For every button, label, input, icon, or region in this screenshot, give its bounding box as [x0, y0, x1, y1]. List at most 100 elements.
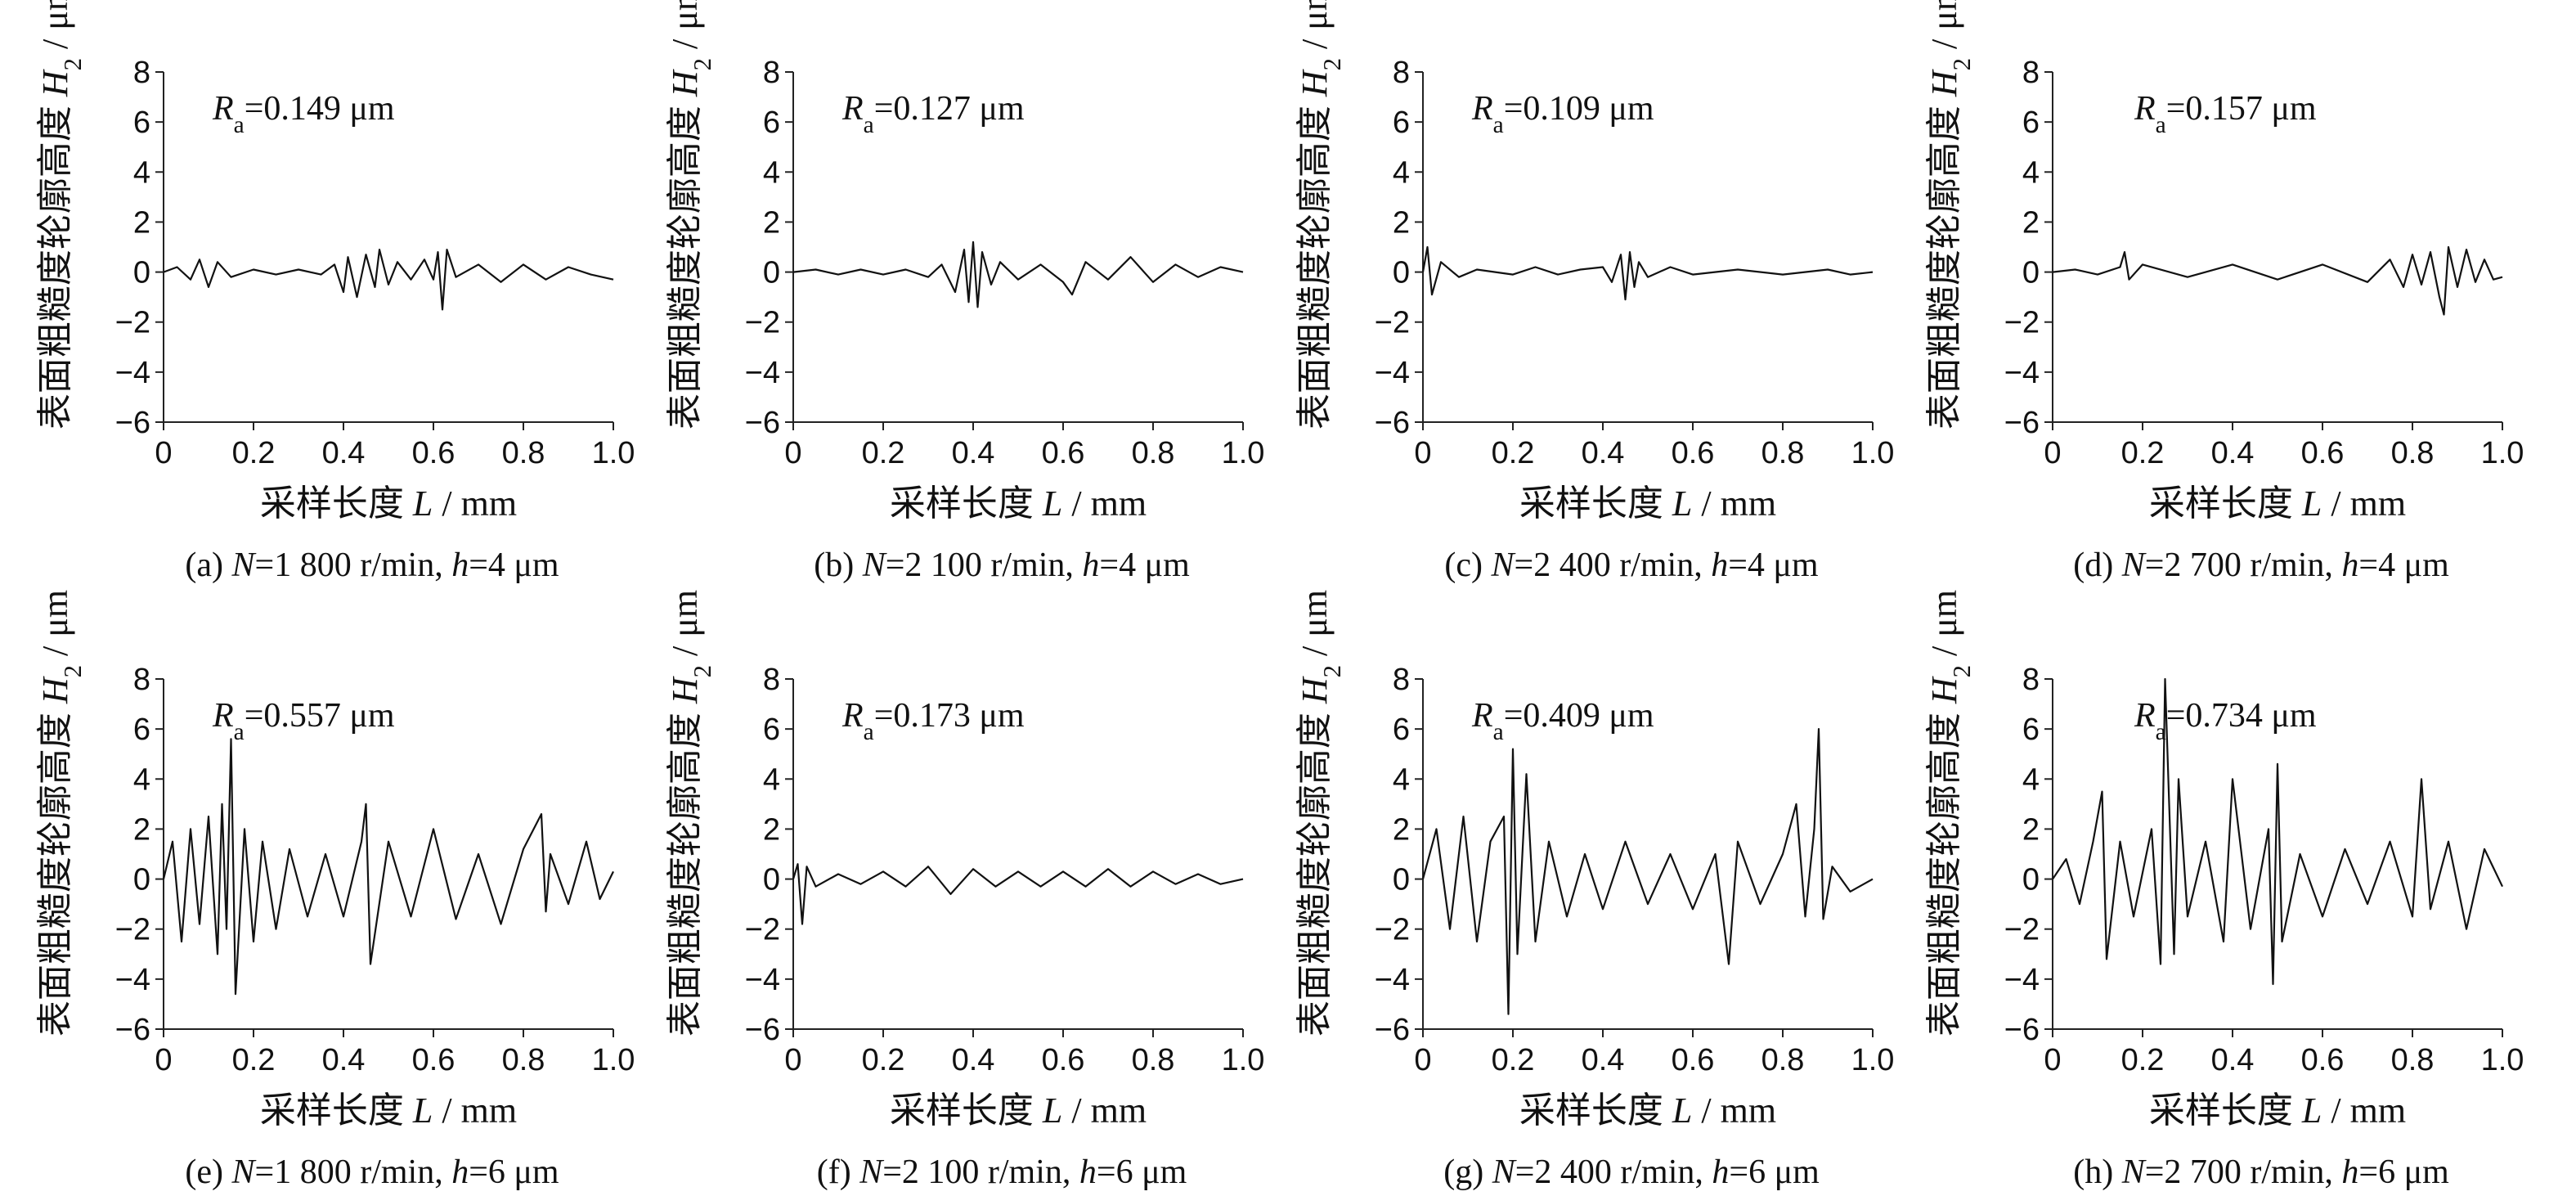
y-tick-label: 8	[1393, 56, 1410, 90]
profile-line	[163, 249, 614, 311]
panel-g: −6 −4 −2 0 2 4 6 8 0 0.2 0.4 0.6 0.8 1.0 Ra=0.409 μm 采样…	[1295, 590, 1894, 1191]
y-tick-label: 0	[763, 256, 780, 290]
y-tick-label: 0	[133, 863, 150, 897]
y-tick-label: 0	[2022, 863, 2040, 897]
panel-h: −6 −4 −2 0 2 4 6 8 0 0.2 0.4 0.6 0.8 1.0 Ra=0.734 μm 采样…	[1924, 590, 2524, 1191]
y-tick-label: 6	[133, 713, 150, 747]
y-tick-label: 0	[133, 256, 150, 290]
x-tick-label: 0.2	[2121, 436, 2165, 470]
y-tick-label: 4	[1393, 762, 1410, 797]
y-axis-label: 表面粗糙度轮廓高度 H2 / μm	[1924, 590, 1976, 1036]
x-tick-label: 1.0	[592, 1043, 635, 1077]
y-tick-label: 0	[763, 863, 780, 897]
x-tick-label: 0.2	[862, 1043, 905, 1077]
x-tick-label: 1.0	[2481, 436, 2524, 470]
y-tick-label: −4	[1375, 356, 1410, 390]
y-tick-label: 6	[763, 106, 780, 140]
profile-line	[792, 863, 1244, 925]
panel-d: −6 −4 −2 0 2 4 6 8 0 0.2 0.4 0.6 0.8 1.0 Ra=0.157 μm 采样…	[1924, 0, 2524, 584]
y-tick-label: 0	[1393, 863, 1410, 897]
profile-line	[792, 241, 1244, 308]
x-tick-label: 0.6	[1042, 436, 1085, 470]
x-tick-label: 0	[784, 1043, 801, 1077]
y-tick-label: −2	[115, 913, 150, 947]
y-tick-label: −2	[745, 913, 780, 947]
panel-caption: (c) N=2 400 r/min, h=4 μm	[1444, 546, 1819, 584]
x-tick-label: 0.2	[1492, 1043, 1535, 1077]
panel-c: −6 −4 −2 0 2 4 6 8 0 0.2 0.4 0.6 0.8 1.0 Ra=0.109 μm 采样…	[1295, 0, 1894, 584]
y-tick-label: 8	[2022, 663, 2040, 697]
y-tick-label: −4	[2004, 963, 2040, 997]
y-tick-label: −4	[745, 356, 780, 390]
x-tick-label: 0.6	[1672, 1043, 1715, 1077]
profile-line	[162, 738, 614, 996]
x-tick-label: 0	[2044, 1043, 2061, 1077]
y-tick-label: −2	[1375, 913, 1410, 947]
y-tick-label: −6	[115, 1013, 150, 1047]
x-tick-label: 0.8	[2391, 436, 2435, 470]
x-tick-label: 0.4	[322, 436, 366, 470]
x-tick-label: 0.6	[412, 436, 456, 470]
y-tick-label: 2	[2022, 205, 2040, 240]
x-tick-label: 0	[155, 1043, 172, 1077]
y-tick-label: −2	[1375, 306, 1410, 340]
x-tick-label: 0.4	[2211, 436, 2255, 470]
y-axis-label: 表面粗糙度轮廓高度 H2 / μm	[1295, 590, 1346, 1036]
y-tick-label: 6	[133, 106, 150, 140]
x-tick-label: 0.4	[1582, 1043, 1625, 1077]
y-tick-label: 0	[1393, 256, 1410, 290]
x-tick-label: 1.0	[2481, 1043, 2524, 1077]
panel-b: −6 −4 −2 0 2 4 6 8 0 0.2 0.4 0.6 0.8 1.0 Ra=0.127 μm 采样…	[665, 0, 1264, 584]
x-tick-label: 0.4	[952, 1043, 995, 1077]
y-tick-label: 6	[2022, 106, 2040, 140]
y-tick-label: −2	[2004, 913, 2040, 947]
ra-annotation: Ra=0.557 μm	[212, 697, 395, 745]
x-tick-label: 0.4	[952, 436, 995, 470]
y-tick-label: −6	[745, 1013, 780, 1047]
x-tick-label: 1.0	[1222, 436, 1265, 470]
y-tick-label: 8	[2022, 56, 2040, 90]
x-tick-label: 0.2	[232, 436, 276, 470]
x-axis-label: 采样长度 L / mm	[890, 483, 1147, 524]
y-tick-label: 4	[2022, 155, 2040, 190]
x-tick-label: 0.8	[502, 436, 545, 470]
x-tick-label: 1.0	[592, 436, 635, 470]
x-tick-label: 0	[784, 436, 801, 470]
panel-caption: (d) N=2 700 r/min, h=4 μm	[2073, 546, 2449, 584]
ra-annotation: Ra=0.173 μm	[841, 697, 1025, 745]
x-tick-label: 0.8	[2391, 1043, 2435, 1077]
x-axis-label: 采样长度 L / mm	[260, 1090, 517, 1131]
x-axis-label: 采样长度 L / mm	[1519, 1090, 1776, 1131]
y-tick-label: 8	[763, 663, 780, 697]
y-tick-label: 8	[763, 56, 780, 90]
panel-a: −6 −4 −2 0 2 4 6 8 0 0.2 0.4 0.6 0.8 1.0 Ra=0.149 μm 采样…	[35, 0, 635, 584]
panel-caption: (h) N=2 700 r/min, h=6 μm	[2073, 1153, 2449, 1191]
x-axis-label: 采样长度 L / mm	[2149, 1090, 2406, 1131]
ra-annotation: Ra=0.157 μm	[2134, 90, 2317, 138]
x-tick-label: 0.6	[2301, 1043, 2345, 1077]
x-tick-label: 0.6	[412, 1043, 456, 1077]
y-tick-label: 4	[2022, 762, 2040, 797]
x-tick-label: 0.6	[2301, 436, 2345, 470]
panel-caption: (b) N=2 100 r/min, h=4 μm	[814, 546, 1190, 584]
panel-caption: (f) N=2 100 r/min, h=6 μm	[817, 1153, 1187, 1191]
x-tick-label: 0.8	[1132, 1043, 1175, 1077]
y-tick-label: 4	[763, 155, 780, 190]
y-tick-label: 8	[133, 56, 150, 90]
y-tick-label: −6	[1375, 1013, 1410, 1047]
x-axis-label: 采样长度 L / mm	[2149, 483, 2406, 524]
y-tick-label: 4	[133, 155, 150, 190]
x-tick-label: 0.2	[2121, 1043, 2165, 1077]
panel-f: −6 −4 −2 0 2 4 6 8 0 0.2 0.4 0.6 0.8 1.0 Ra=0.173 μm 采样…	[665, 590, 1264, 1191]
profile-line	[2052, 245, 2503, 316]
y-tick-label: −6	[115, 406, 150, 440]
y-tick-label: −6	[745, 406, 780, 440]
y-tick-label: 2	[1393, 205, 1410, 240]
y-tick-label: −4	[1375, 963, 1410, 997]
y-tick-label: −4	[115, 356, 150, 390]
y-tick-label: 0	[2022, 256, 2040, 290]
y-axis-label: 表面粗糙度轮廓高度 H2 / μm	[1924, 0, 1976, 429]
x-axis-label: 采样长度 L / mm	[260, 483, 517, 524]
y-tick-label: −6	[1375, 406, 1410, 440]
